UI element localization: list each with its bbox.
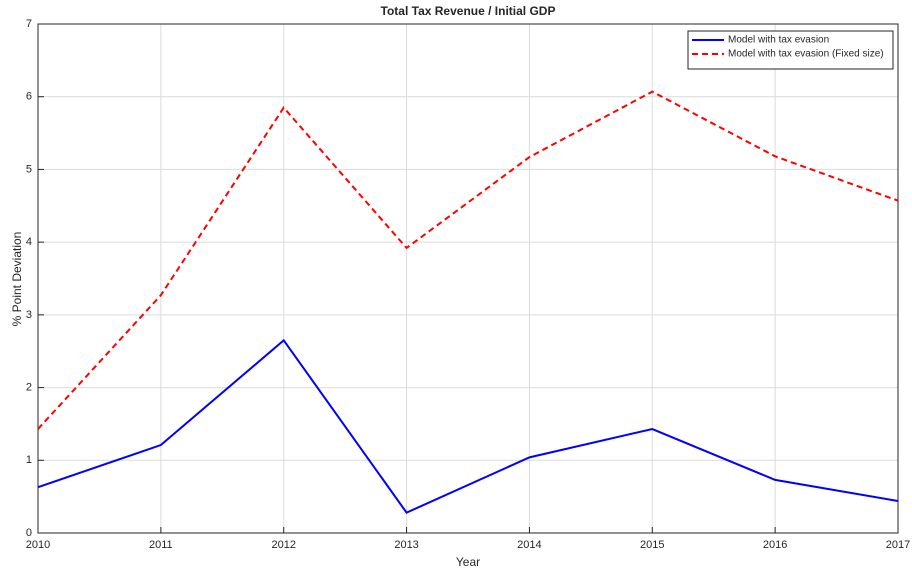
x-axis-label: Year <box>456 555 480 569</box>
x-tick-label: 2013 <box>394 539 418 551</box>
legend-label: Model with tax evasion <box>728 35 829 46</box>
y-axis-label: % Point Deviation <box>10 232 24 327</box>
x-tick-label: 2017 <box>886 539 910 551</box>
y-tick-label: 1 <box>26 454 32 466</box>
x-tick-label: 2016 <box>763 539 787 551</box>
data-line <box>37 338 899 514</box>
legend: Model with tax evasion Model with tax eva… <box>687 30 894 70</box>
legend-box <box>687 30 894 70</box>
x-tick-label: 2011 <box>149 539 173 551</box>
data-line <box>37 90 899 430</box>
y-tick-label: 3 <box>26 309 32 321</box>
x-tick-label: 2010 <box>26 539 50 551</box>
y-tick-label: 2 <box>26 381 32 393</box>
y-tick-label: 6 <box>26 91 32 103</box>
y-tick-label: 7 <box>26 18 32 30</box>
legend-label: Model with tax evasion (Fixed size) <box>728 49 884 60</box>
y-tick-label: 5 <box>26 163 32 175</box>
y-tick-label: 0 <box>26 527 32 539</box>
x-tick-label: 2014 <box>517 539 541 551</box>
x-tick-label: 2012 <box>271 539 295 551</box>
x-tick-label: 2015 <box>640 539 664 551</box>
chart-title: Total Tax Revenue / Initial GDP <box>381 4 556 18</box>
plot-frame <box>37 23 899 534</box>
y-tick-label: 4 <box>26 236 32 248</box>
